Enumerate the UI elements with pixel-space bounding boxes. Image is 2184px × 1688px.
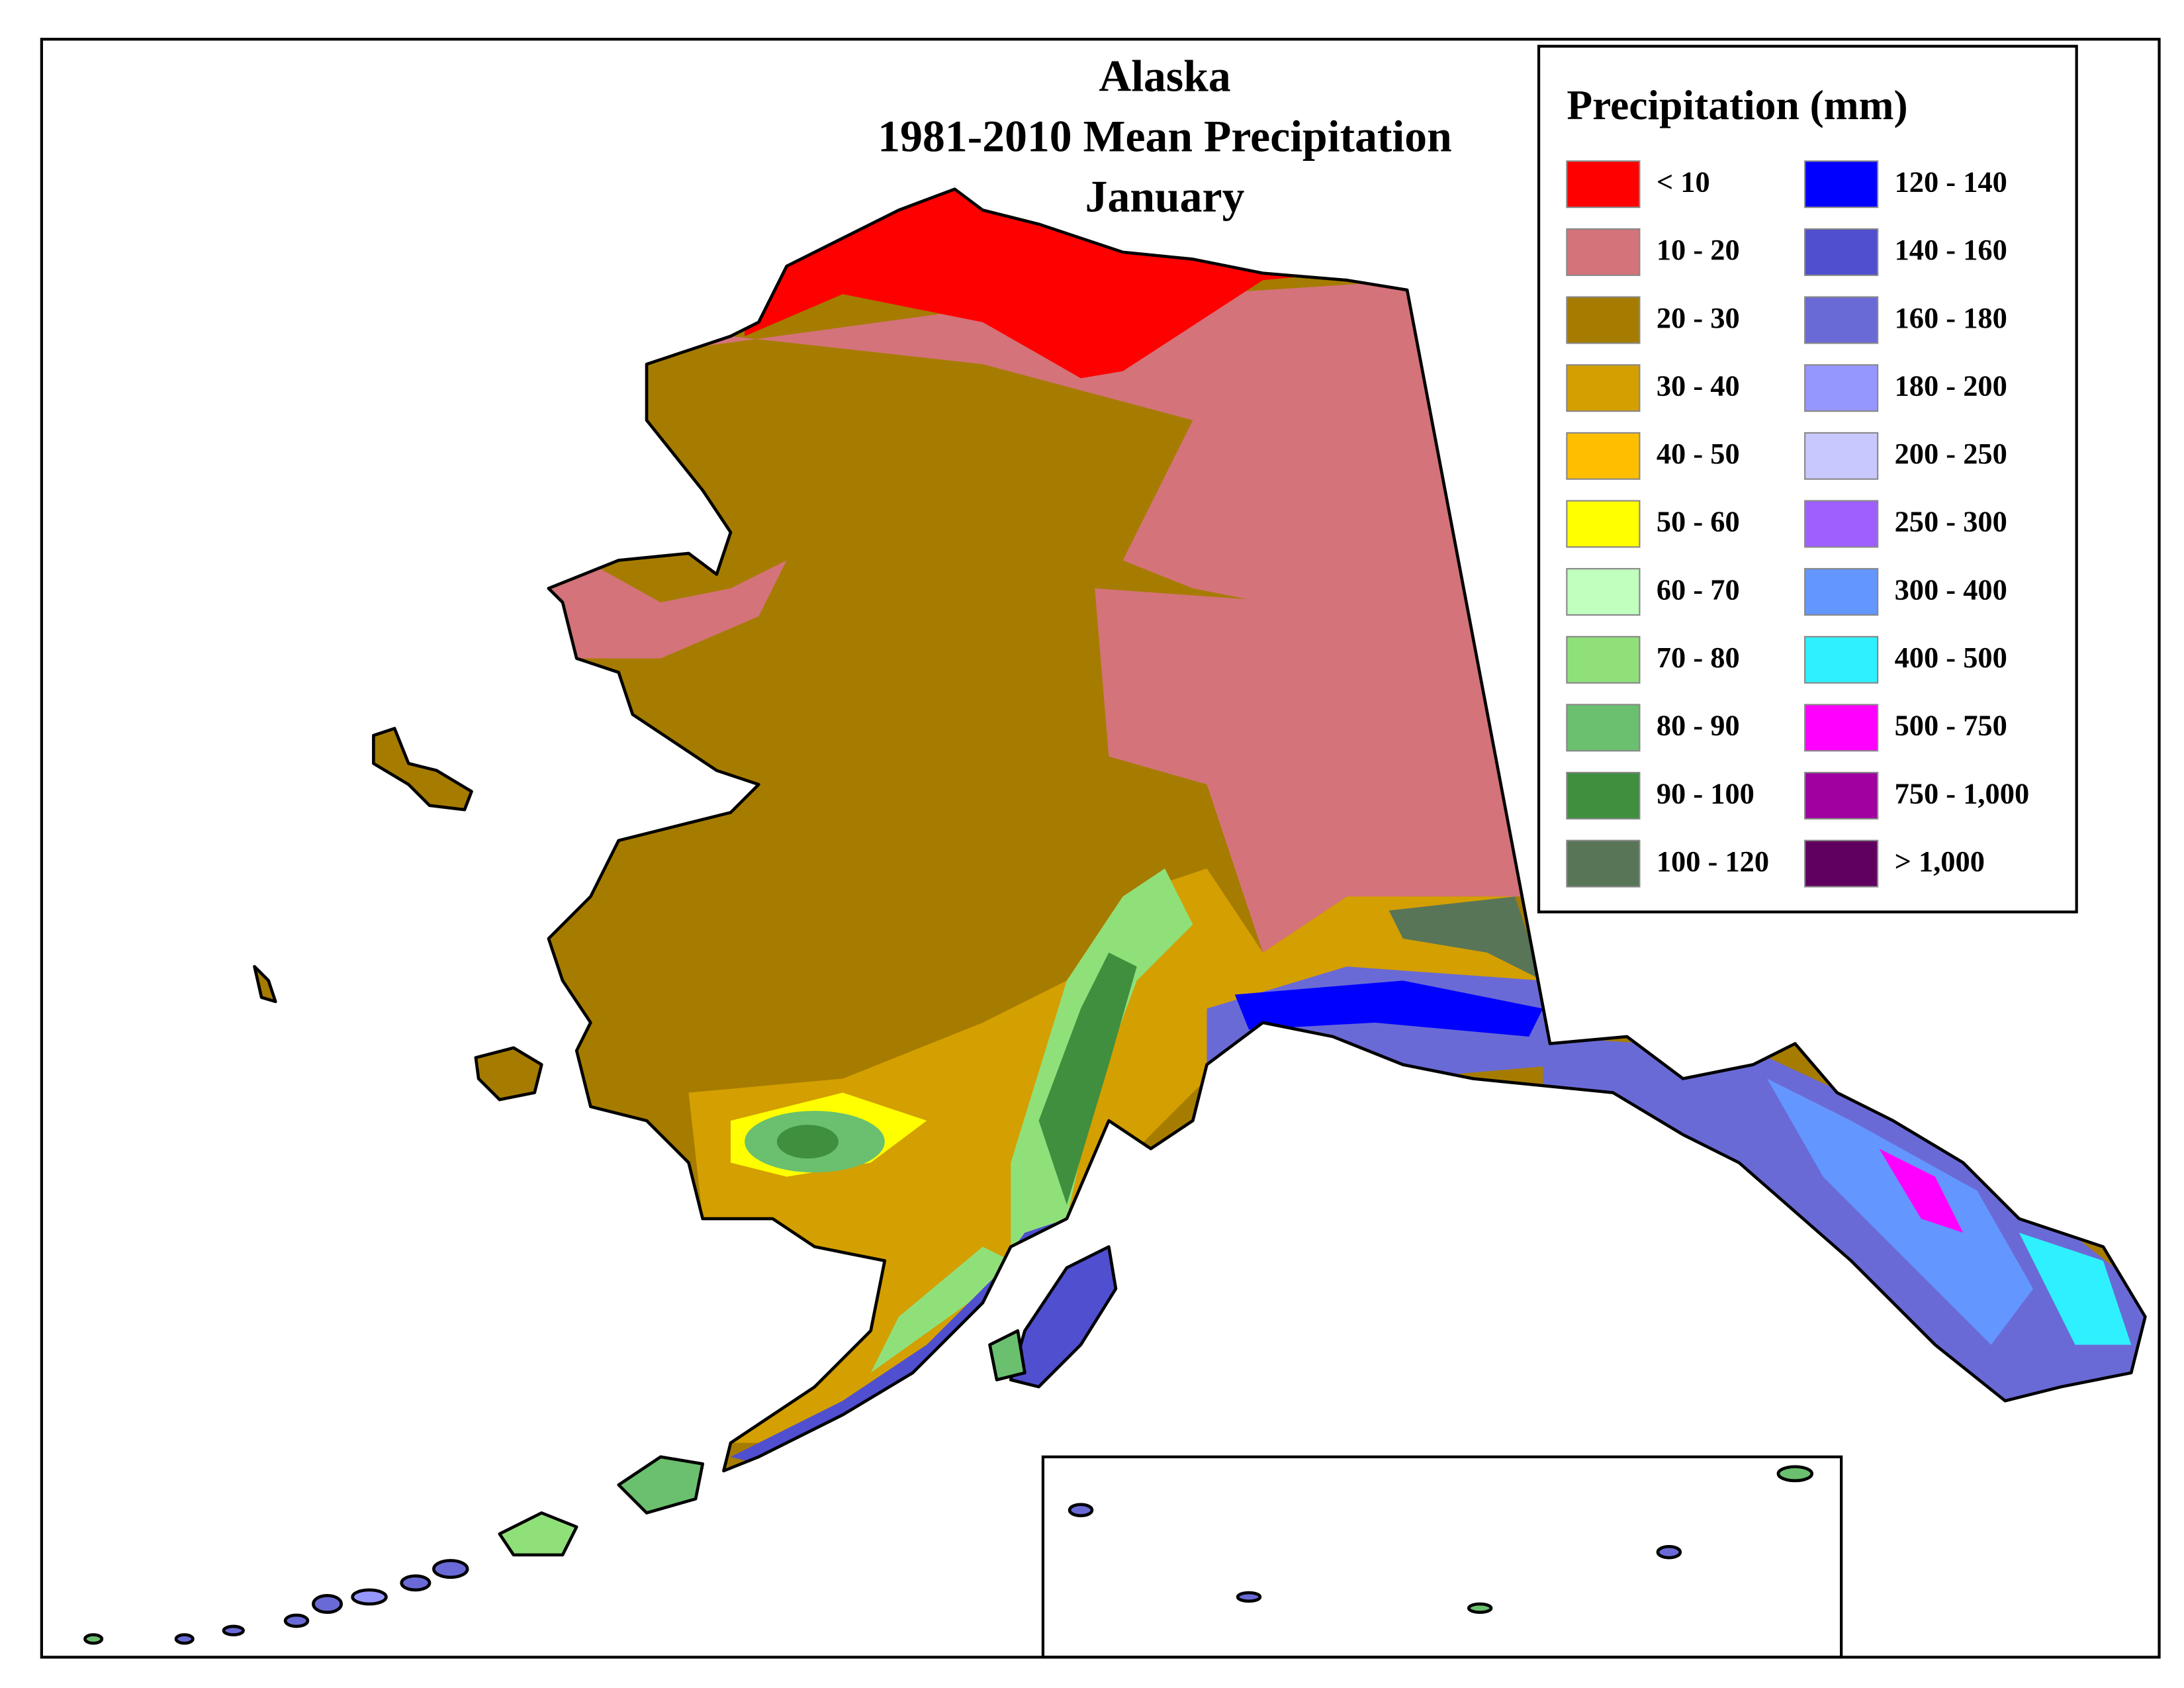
legend-swatch: [1804, 772, 1879, 820]
legend-label: 60 - 70: [1657, 573, 1740, 606]
legend-label: 100 - 120: [1657, 845, 1769, 878]
legend-label: 90 - 100: [1657, 776, 1754, 810]
legend-label: 750 - 1,000: [1895, 776, 2030, 810]
legend-swatch: [1566, 432, 1641, 480]
legend-label: 400 - 500: [1895, 641, 2007, 674]
legend-swatch: [1804, 568, 1879, 616]
legend-swatch: [1804, 500, 1879, 548]
legend-swatch: [1804, 228, 1879, 276]
legend-swatch: [1566, 839, 1641, 888]
legend-swatch: [1804, 839, 1879, 888]
legend-title: Precipitation (mm): [1567, 81, 1907, 128]
legend-label: 300 - 400: [1895, 573, 2007, 606]
map-title: Alaska 1981-2010 Mean Precipitation Janu…: [878, 52, 1451, 222]
legend: Precipitation (mm) < 10 10 - 20 20 - 30 30 …: [1537, 44, 2078, 914]
legend-label: 200 - 250: [1895, 437, 2007, 470]
legend-swatch: [1566, 704, 1641, 752]
legend-label: > 1,000: [1895, 845, 1985, 878]
islands: [83, 727, 1118, 1645]
legend-swatch: [1566, 635, 1641, 684]
legend-label: 250 - 300: [1895, 505, 2007, 538]
legend-swatch: [1566, 228, 1641, 276]
legend-label: 160 - 180: [1895, 301, 2007, 334]
title-line: Alaska: [1099, 52, 1230, 101]
legend-label: 500 - 750: [1895, 709, 2007, 742]
title-line: 1981-2010 Mean Precipitation: [878, 112, 1451, 162]
title-line: January: [1085, 172, 1245, 222]
inset-frame: [1041, 1455, 1843, 1659]
legend-swatch: [1804, 160, 1879, 209]
legend-swatch: [1804, 364, 1879, 412]
legend-swatch: [1566, 364, 1641, 412]
legend-swatch: [1566, 160, 1641, 209]
legend-swatch: [1566, 500, 1641, 548]
legend-label: 30 - 40: [1657, 369, 1740, 402]
legend-swatch: [1566, 296, 1641, 344]
legend-label: 180 - 200: [1895, 369, 2007, 402]
legend-swatch: [1804, 432, 1879, 480]
legend-label: 50 - 60: [1657, 505, 1740, 538]
legend-label: 10 - 20: [1657, 233, 1740, 266]
legend-label: 40 - 50: [1657, 437, 1740, 470]
legend-label: 70 - 80: [1657, 641, 1740, 674]
inset-islands: [1068, 1465, 1814, 1615]
legend-label: 80 - 90: [1657, 709, 1740, 742]
legend-swatch: [1804, 635, 1879, 684]
legend-swatch: [1566, 568, 1641, 616]
legend-swatch: [1804, 296, 1879, 344]
legend-label: 20 - 30: [1657, 301, 1740, 334]
legend-label: < 10: [1657, 165, 1710, 199]
legend-swatch: [1804, 704, 1879, 752]
legend-label: 140 - 160: [1895, 233, 2007, 266]
legend-swatch: [1566, 772, 1641, 820]
legend-label: 120 - 140: [1895, 165, 2007, 199]
